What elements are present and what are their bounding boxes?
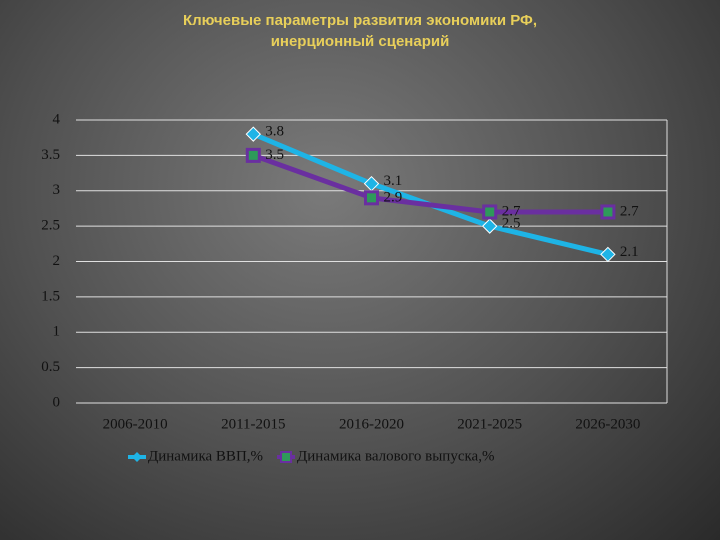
data-label: 2.1 xyxy=(620,244,639,260)
marker xyxy=(363,175,380,192)
x-tick-label: 2011-2015 xyxy=(221,416,285,432)
data-label: 3.8 xyxy=(265,124,284,140)
x-tick-label: 2006-2010 xyxy=(103,416,168,432)
x-tick-label: 2026-2030 xyxy=(575,416,640,432)
y-tick-label: 0 xyxy=(53,394,61,410)
y-tick-label: 1.5 xyxy=(41,288,60,304)
data-label: 2.7 xyxy=(502,203,521,219)
data-label: 3.5 xyxy=(265,147,284,163)
marker xyxy=(245,147,261,163)
legend-marker xyxy=(132,452,142,462)
x-tick-label: 2016-2020 xyxy=(339,416,404,432)
marker xyxy=(600,246,616,263)
marker xyxy=(481,218,498,234)
marker xyxy=(600,204,616,220)
legend-label: Динамика ВВП,% xyxy=(148,448,263,464)
legend-label: Динамика валового выпуска,% xyxy=(297,448,494,464)
data-label: 2.7 xyxy=(620,203,639,219)
y-tick-label: 1 xyxy=(53,324,61,340)
series-line xyxy=(252,153,608,215)
x-tick-label: 2021-2025 xyxy=(457,416,522,432)
y-tick-label: 2.5 xyxy=(41,218,60,234)
marker xyxy=(364,190,379,206)
y-tick-label: 0.5 xyxy=(41,359,60,375)
y-tick-label: 3 xyxy=(53,182,61,198)
marker xyxy=(245,126,262,142)
marker xyxy=(482,204,498,220)
chart-title: Ключевые параметры развития экономики РФ… xyxy=(183,12,537,50)
y-tick-label: 2 xyxy=(53,253,61,269)
data-label: 2.5 xyxy=(502,216,521,232)
data-label: 2.9 xyxy=(384,189,403,205)
y-tick-label: 4 xyxy=(53,111,61,127)
series-line xyxy=(252,131,609,257)
legend-marker xyxy=(280,451,293,463)
y-tick-label: 3.5 xyxy=(41,147,60,163)
data-label: 3.1 xyxy=(384,173,403,189)
